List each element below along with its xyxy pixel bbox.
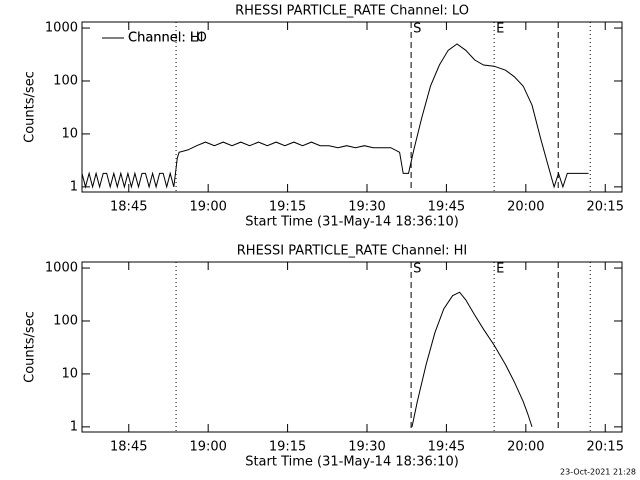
- y-tick-label: 1: [70, 419, 78, 434]
- y-tick-label: 10: [61, 126, 78, 141]
- y-tick-label: 100: [53, 73, 78, 88]
- data-line: [411, 291, 533, 428]
- marker-label: E: [496, 22, 504, 37]
- x-tick-label: 19:15: [269, 440, 306, 455]
- x-tick-label: 20:15: [587, 440, 624, 455]
- x-tick-label: 18:45: [110, 440, 147, 455]
- x-tick-label: 19:45: [428, 440, 465, 455]
- panel: RHESSI PARTICLE_RATE Channel: HI Start Ti…: [23, 31, 624, 470]
- footer-date: 23-Oct-2021 21:28: [560, 468, 636, 477]
- y-tick-label: 1000: [45, 261, 78, 276]
- x-tick-label: 19:00: [189, 440, 226, 455]
- x-tick-label: 18:45: [110, 200, 147, 215]
- y-tick-label: 100: [53, 313, 78, 328]
- x-tick-label: 19:30: [348, 440, 385, 455]
- x-tick-label: 19:15: [269, 200, 306, 215]
- x-axis-label: Start Time (31-May-14 18:36:10): [245, 215, 459, 230]
- y-tick-label: 1: [70, 179, 78, 194]
- x-tick-label: 20:15: [587, 200, 624, 215]
- chart-title: RHESSI PARTICLE_RATE Channel: HI: [237, 244, 467, 259]
- plot-frame: [81, 261, 623, 433]
- y-tick-label: 1000: [45, 21, 78, 36]
- panel: RHESSI PARTICLE_RATE Channel: LO Start Ti…: [23, 4, 624, 230]
- y-axis-label: Counts/sec: [23, 71, 38, 143]
- chart-title: RHESSI PARTICLE_RATE Channel: LO: [235, 4, 469, 19]
- x-tick-label: 19:30: [348, 200, 385, 215]
- legend-label: Channel: HI: [128, 31, 204, 46]
- marker-label: E: [496, 262, 504, 277]
- legend-label: Channel: LO: [128, 31, 207, 46]
- plot-frame: [81, 21, 623, 193]
- x-tick-label: 19:00: [189, 200, 226, 215]
- y-axis-label: Counts/sec: [23, 311, 38, 383]
- marker-label: S: [413, 22, 421, 37]
- x-tick-label: 20:00: [507, 440, 544, 455]
- data-line: [82, 43, 589, 189]
- x-axis-label: Start Time (31-May-14 18:36:10): [245, 455, 459, 470]
- x-tick-label: 19:45: [428, 200, 465, 215]
- marker-label: S: [413, 262, 421, 277]
- y-tick-label: 10: [61, 366, 78, 381]
- x-tick-label: 20:00: [507, 200, 544, 215]
